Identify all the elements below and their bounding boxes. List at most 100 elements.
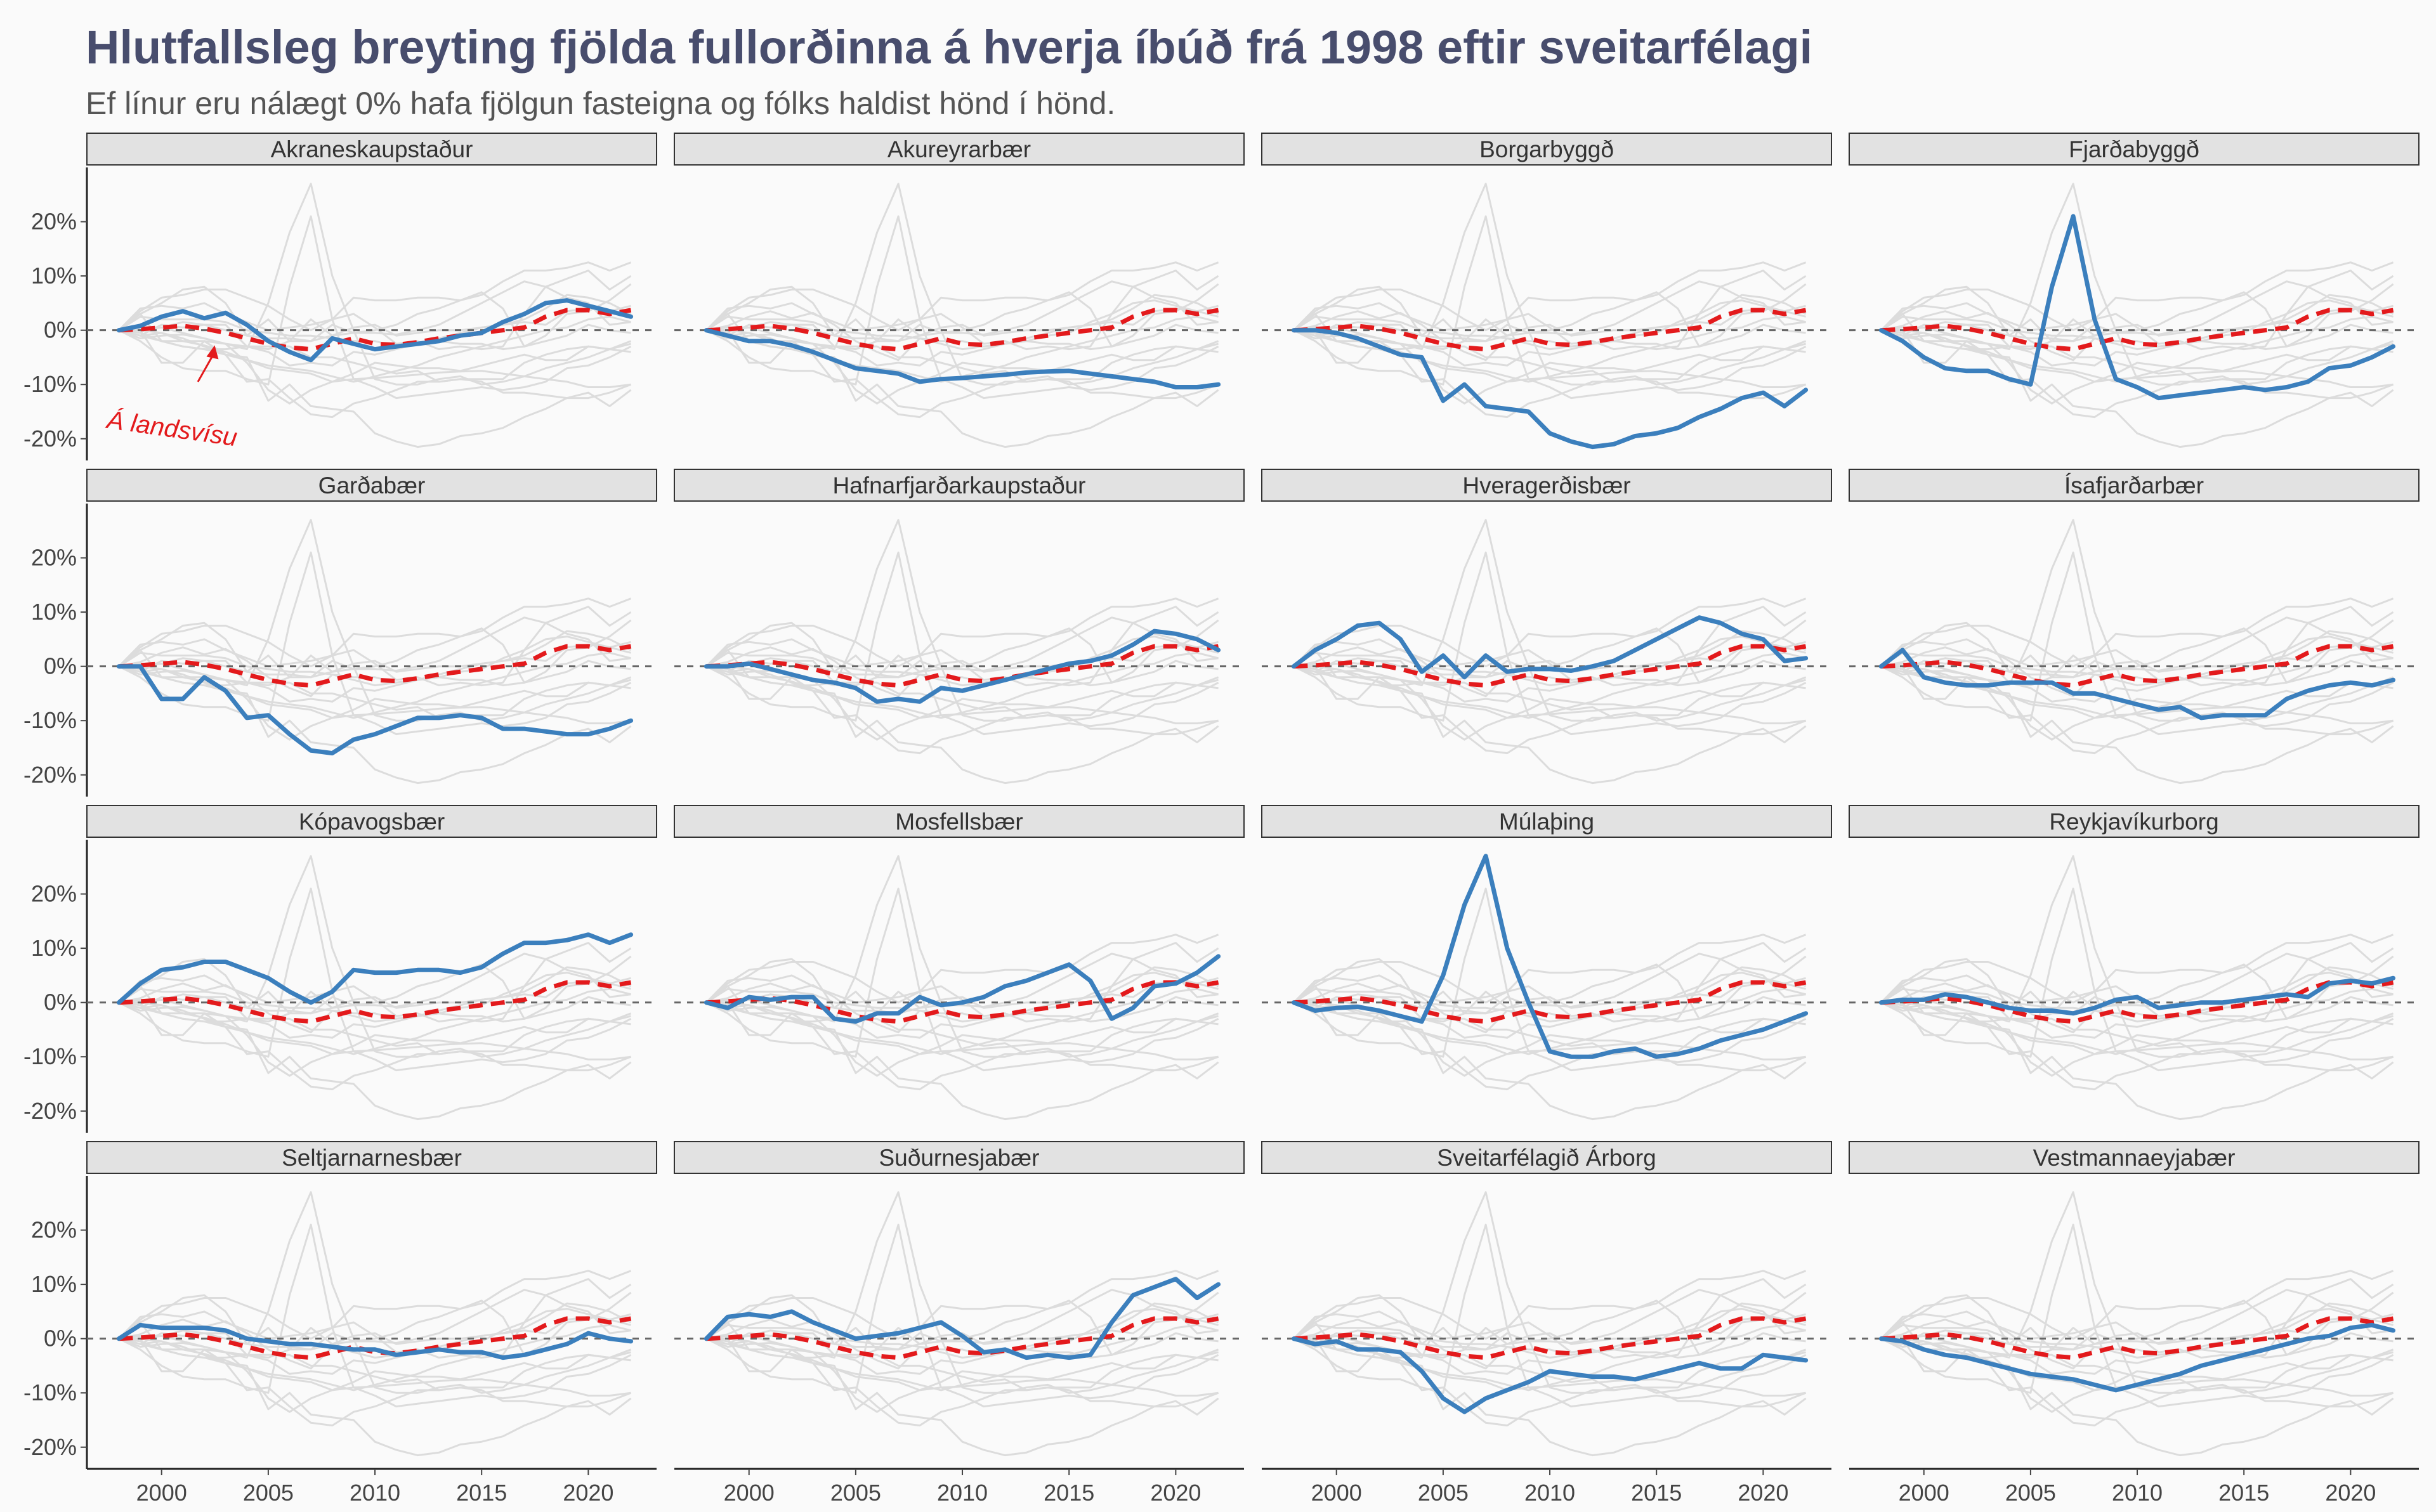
background-series-line bbox=[1881, 1001, 2394, 1121]
highlight-series-line bbox=[1878, 1322, 2396, 1393]
background-series-line bbox=[1881, 304, 2393, 342]
y-tick-label: 20% bbox=[31, 545, 77, 571]
panel-4: Garðabær -20% -10% 0% 10% 20% bbox=[23, 469, 657, 797]
x-tick-label: 2000 bbox=[724, 1480, 775, 1506]
background-series-line bbox=[706, 972, 1219, 1034]
background-series-line bbox=[1293, 1308, 1806, 1370]
y-tick-label: 0% bbox=[44, 317, 77, 343]
annotation-arrow-line bbox=[197, 355, 214, 382]
highlight-series-line bbox=[704, 629, 1221, 704]
highlight-series-line bbox=[1878, 648, 2396, 720]
background-series-line bbox=[1880, 987, 2393, 1023]
national-series-line bbox=[1881, 308, 2394, 352]
panel-title: Ísafjarðarbær bbox=[2064, 472, 2204, 499]
y-tick-label: -10% bbox=[23, 707, 77, 733]
highlight-series-line bbox=[116, 932, 634, 1005]
panel-title: Borgarbyggð bbox=[1479, 136, 1614, 162]
background-series-line bbox=[1880, 183, 2394, 386]
background-series-line bbox=[706, 1001, 1219, 1121]
panel-strip bbox=[86, 1141, 657, 1174]
panel-title: Fjarðabyggð bbox=[2069, 136, 2199, 162]
background-series-line bbox=[118, 616, 631, 679]
panel-strip bbox=[1261, 133, 1832, 166]
background-series-line bbox=[1293, 551, 1807, 736]
background-series-line bbox=[1293, 304, 1806, 342]
national-series-line bbox=[119, 644, 632, 688]
x-tick-label: 2000 bbox=[136, 1480, 187, 1506]
x-tick-label: 2005 bbox=[830, 1480, 881, 1506]
national-series-line bbox=[1293, 308, 1807, 352]
panel-grid: Akraneskaupstaður -20% -10% 0% 10% 20% Á lands… bbox=[23, 133, 2420, 1506]
x-tick-label: 2020 bbox=[2325, 1480, 2376, 1506]
background-series-line bbox=[706, 1338, 1219, 1457]
background-series-line bbox=[118, 855, 632, 1058]
background-series-line bbox=[705, 280, 1219, 342]
background-series-line bbox=[1880, 1191, 2394, 1394]
x-tick-label: 2005 bbox=[243, 1480, 294, 1506]
background-series-line bbox=[1293, 987, 1806, 1023]
background-series-line bbox=[1293, 1001, 1806, 1077]
panel-strip bbox=[1849, 1141, 2420, 1174]
x-tick-label: 2000 bbox=[1899, 1480, 1949, 1506]
x-tick-label: 2015 bbox=[2218, 1480, 2269, 1506]
background-series-line bbox=[1880, 1324, 2393, 1359]
background-series-line bbox=[1293, 329, 1806, 405]
panel-1: Akureyrarbær bbox=[674, 133, 1245, 448]
panel-strip bbox=[1261, 805, 1832, 838]
background-series-line bbox=[706, 1338, 1219, 1413]
background-series-line bbox=[118, 551, 632, 736]
y-tick-label: -10% bbox=[23, 371, 77, 397]
panel-title: Hafnarfjarðarkaupstaður bbox=[833, 472, 1086, 499]
highlight-series-line bbox=[1291, 328, 1809, 450]
panel-6: Hveragerðisbær bbox=[1261, 469, 1832, 785]
background-series-line bbox=[1881, 1338, 2394, 1457]
background-series-line bbox=[1881, 972, 2393, 1034]
background-series-line bbox=[1880, 934, 2394, 1004]
y-tick-label: -20% bbox=[23, 1098, 77, 1124]
background-series-line bbox=[118, 215, 632, 400]
y-tick-label: 10% bbox=[31, 1271, 77, 1297]
highlight-series-line bbox=[116, 664, 634, 756]
y-tick-label: 20% bbox=[31, 1217, 77, 1243]
national-annotation: Á landsvísu bbox=[104, 405, 239, 452]
x-tick-label: 2010 bbox=[937, 1480, 988, 1506]
panel-strip bbox=[674, 805, 1245, 838]
x-tick-label: 2010 bbox=[1524, 1480, 1575, 1506]
y-tick-label: 0% bbox=[44, 1326, 77, 1352]
background-series-line bbox=[706, 304, 1219, 342]
background-series-line bbox=[706, 1308, 1219, 1370]
panel-12: Seltjarnarnesbær -20% -10% 0% 10% 20% 2000 2005… bbox=[23, 1141, 657, 1506]
y-tick-label: -10% bbox=[23, 1379, 77, 1405]
background-series-line bbox=[119, 304, 631, 342]
panel-0: Akraneskaupstaður -20% -10% 0% 10% 20% Á lands… bbox=[23, 133, 657, 460]
background-series-line bbox=[1293, 635, 1806, 698]
panel-strip bbox=[1849, 133, 2420, 166]
background-series-line bbox=[1293, 641, 1806, 679]
background-series-line bbox=[1880, 270, 2394, 351]
background-series-line bbox=[118, 1270, 632, 1340]
background-series-line bbox=[119, 641, 631, 679]
highlight-series-line bbox=[116, 298, 634, 363]
background-series-line bbox=[1880, 315, 2393, 351]
background-series-line bbox=[705, 616, 1219, 679]
background-series-line bbox=[118, 597, 632, 668]
panel-strip bbox=[674, 1141, 1245, 1174]
background-series-line bbox=[1881, 329, 2394, 448]
y-tick-label: -20% bbox=[23, 426, 77, 452]
background-series-line bbox=[1293, 953, 1806, 1015]
background-series-line bbox=[706, 641, 1219, 679]
panel-title: Akraneskaupstaður bbox=[271, 136, 473, 162]
x-tick-label: 2020 bbox=[563, 1480, 613, 1506]
background-series-line bbox=[1293, 1270, 1807, 1340]
background-series-line bbox=[119, 977, 631, 1015]
background-series-line bbox=[1881, 1313, 2393, 1351]
background-series-line bbox=[118, 183, 632, 386]
background-series-line bbox=[706, 1313, 1219, 1351]
panel-10: Múlaþing bbox=[1261, 805, 1832, 1121]
background-series-line bbox=[1880, 616, 2393, 679]
national-series-line bbox=[706, 980, 1219, 1024]
background-series-line bbox=[1881, 1308, 2393, 1370]
background-series-line bbox=[706, 1001, 1219, 1077]
panel-title: Múlaþing bbox=[1499, 809, 1594, 835]
background-series-line bbox=[118, 1223, 632, 1408]
